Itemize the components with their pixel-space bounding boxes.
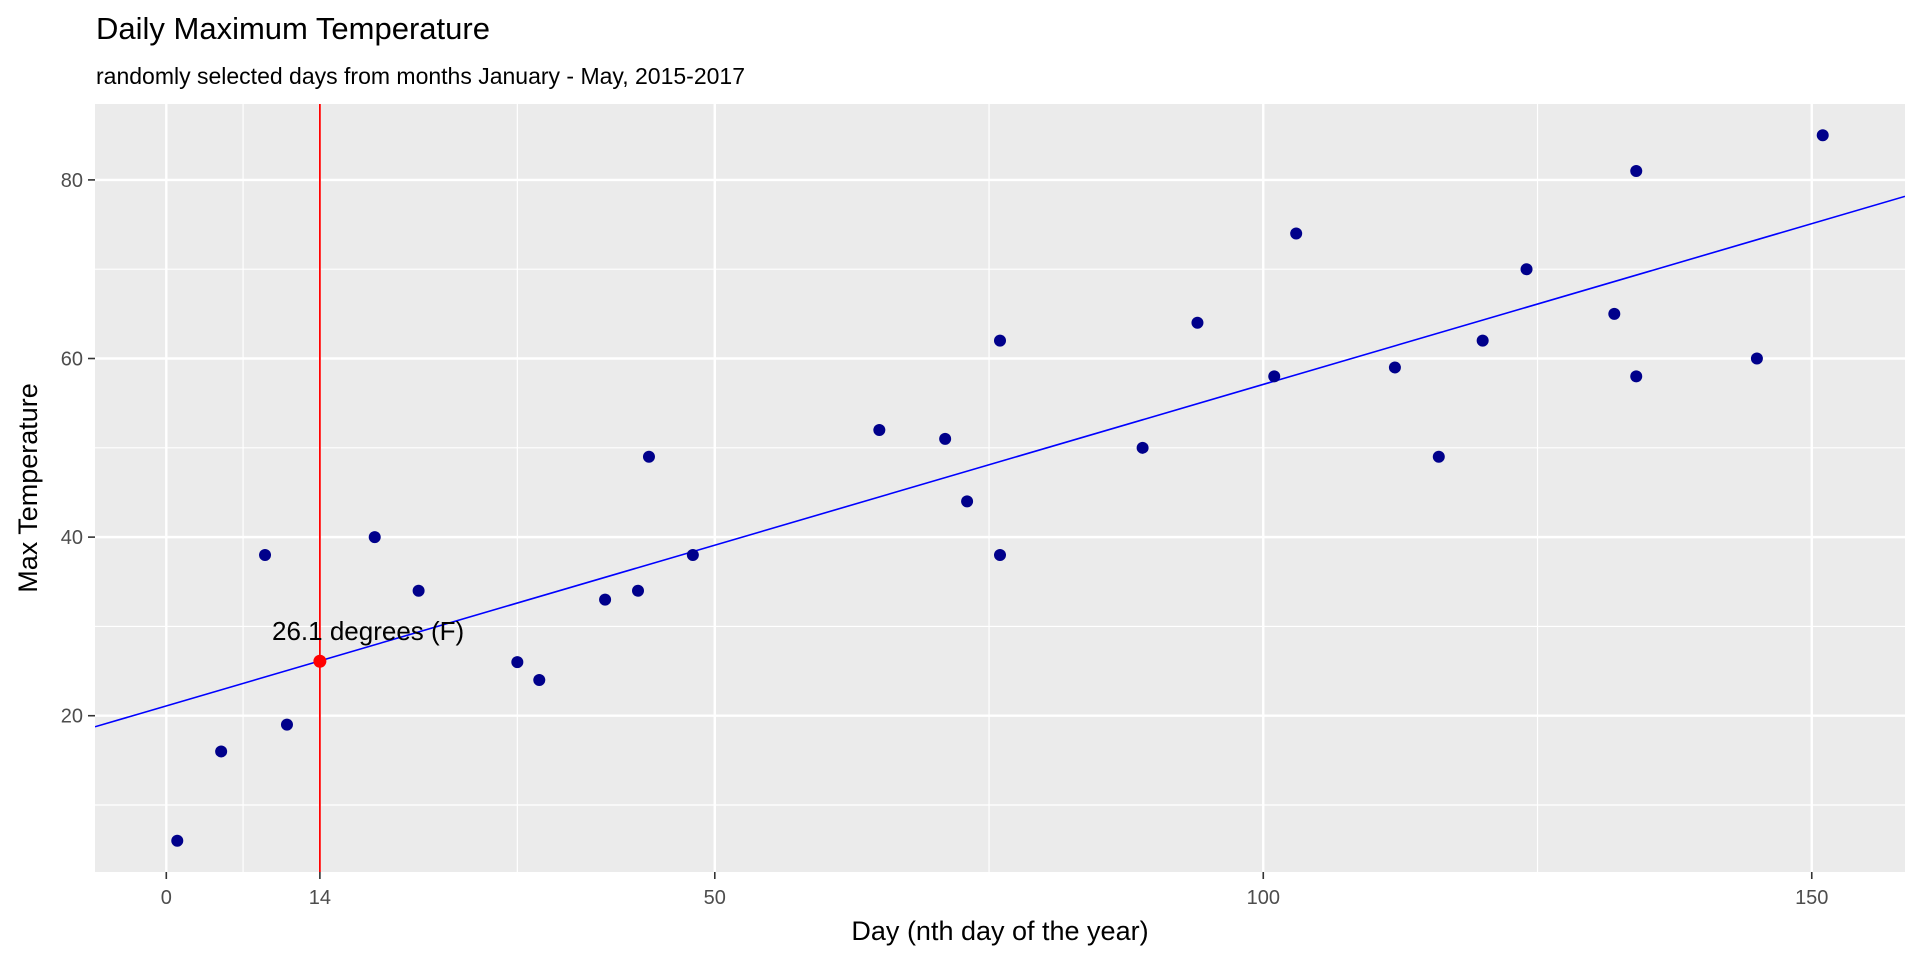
plot-marks — [95, 104, 1905, 872]
data-point — [961, 495, 974, 508]
data-point — [215, 745, 228, 758]
data-point — [1630, 164, 1643, 177]
data-point — [1432, 450, 1445, 463]
data-point — [1290, 227, 1303, 240]
x-axis-title: Day (nth day of the year) — [851, 916, 1148, 946]
data-point — [412, 584, 425, 597]
highlight-point — [313, 654, 327, 668]
data-point — [1476, 334, 1489, 347]
data-point — [632, 584, 644, 597]
data-point — [1630, 370, 1643, 383]
chart-title: Daily Maximum Temperature — [96, 11, 490, 46]
data-point — [1816, 129, 1829, 142]
data-point — [939, 432, 952, 445]
data-point — [1191, 316, 1204, 329]
data-point — [511, 656, 524, 669]
minor-gridlines — [95, 104, 1905, 872]
data-point — [599, 593, 612, 606]
data-point — [259, 548, 272, 561]
x-tick-label: 0 — [161, 887, 172, 909]
clipped-marks — [95, 104, 1905, 872]
y-tick-label: 20 — [61, 706, 83, 728]
data-point — [1520, 263, 1533, 276]
data-point — [1750, 352, 1763, 365]
y-tick-label: 80 — [61, 170, 83, 192]
regression-line — [95, 195, 1905, 728]
x-tick-label: 50 — [704, 887, 726, 909]
x-axis: 0 14 50 100 150 — [161, 872, 1828, 909]
data-point — [171, 834, 184, 847]
data-point — [280, 718, 293, 731]
data-point — [533, 674, 546, 686]
x-tick-label: 14 — [309, 887, 331, 909]
data-point — [686, 548, 699, 561]
data-point — [1136, 441, 1149, 454]
data-point — [994, 334, 1006, 347]
y-axis: 20 40 60 80 — [61, 170, 95, 728]
x-tick-label: 150 — [1795, 887, 1828, 909]
y-axis-title: Max Temperature — [13, 383, 43, 593]
annotation-label: 26.1 degrees (F) — [272, 616, 464, 646]
major-gridlines — [95, 104, 1905, 872]
chart-subtitle: randomly selected days from months Janua… — [96, 63, 745, 89]
data-point — [1388, 361, 1401, 374]
y-tick-label: 40 — [61, 527, 83, 549]
data-point — [1608, 307, 1621, 320]
x-tick-label: 100 — [1247, 887, 1280, 909]
data-point — [368, 531, 381, 544]
data-point — [873, 423, 886, 436]
data-point — [642, 450, 655, 463]
data-point — [1268, 370, 1281, 383]
plot-panel — [95, 104, 1905, 872]
y-tick-label: 60 — [61, 349, 83, 371]
data-point — [994, 548, 1006, 561]
